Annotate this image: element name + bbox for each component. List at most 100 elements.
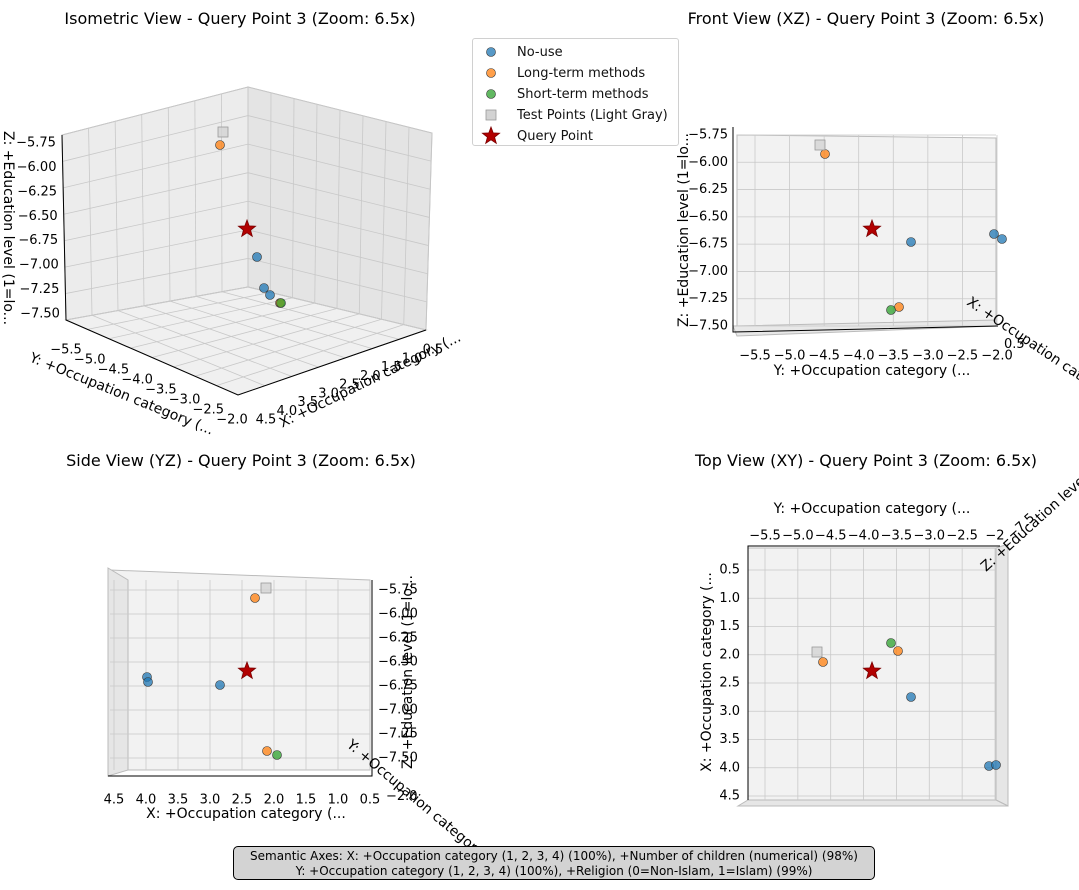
top-x-tick-0: 0.5: [719, 563, 740, 578]
side-back-pane: [109, 569, 371, 771]
legend-item-3: Test Points (Light Gray): [473, 105, 668, 125]
side-point-test-0: [260, 582, 272, 594]
front-x-tick-1: −5.0: [774, 349, 806, 364]
front-z-tick-1: −6.00: [688, 155, 728, 170]
iso-z-tick-0: −5.75: [16, 136, 56, 151]
iso-z-tick-3: −6.50: [18, 209, 58, 224]
legend-item-4: Query Point: [473, 125, 593, 145]
front-point-no-use-2: [997, 234, 1007, 244]
side-axes: [108, 580, 373, 777]
top-point-long-term-1: [893, 646, 903, 656]
front-z-tick-4: −6.75: [688, 237, 728, 252]
legend-marker-star-icon: [473, 125, 517, 145]
iso-z-tick-4: −6.75: [18, 233, 58, 248]
top-y-tick-1: −5.0: [782, 529, 814, 544]
side-z-tick-3: −6.50: [378, 655, 418, 670]
iso-z-tick-5: −7.00: [19, 258, 59, 273]
top-panel: Top View (XY) - Query Point 3 (Zoom: 6.5…: [694, 451, 1079, 807]
front-point-test-0: [814, 139, 826, 151]
front-x-tick-0: −5.5: [739, 349, 771, 364]
front-back-pane: [736, 134, 997, 333]
side-x-tick-3: 3.0: [200, 793, 221, 808]
iso-z-tick-6: −7.25: [20, 282, 60, 297]
iso-x-tick-0: 4.5: [256, 413, 277, 428]
top-y-tick-2: −4.5: [815, 529, 847, 544]
iso-y-tick-5: −3.0: [169, 393, 201, 408]
legend-marker-circle-icon: [473, 63, 517, 83]
side-grid: [110, 580, 371, 770]
top-point-no-use-0: [906, 692, 916, 702]
iso-z-tick-2: −6.25: [17, 184, 57, 199]
iso-point-short-term-0: [276, 298, 286, 308]
iso-point-query-0: [237, 218, 257, 238]
iso-z-tick-1: −6.00: [17, 160, 57, 175]
top-x-tick-2: 1.5: [719, 619, 740, 634]
front-point-query-0: [862, 218, 882, 238]
front-point-no-use-0: [906, 237, 916, 247]
legend: No-use Long-term methods Short-term method…: [472, 38, 679, 146]
iso-x-tick-7: 1.0: [402, 351, 423, 366]
front-z-tick-0: −5.75: [688, 128, 728, 143]
front-tick-labels: −5.5 −5.0 −4.5 −4.0 −3.5 −3.0 −2.5 −2.0 −5.75 −6.…: [688, 128, 1013, 364]
side-side-ticks: −2.0: [386, 789, 418, 804]
front-x-tick-4: −3.5: [877, 349, 909, 364]
isometric-title: Isometric View - Query Point 3 (Zoom: 6.…: [64, 9, 415, 28]
iso-point-no-use-2: [265, 290, 275, 300]
front-z-tick-6: −7.25: [688, 291, 728, 306]
legend-label: Query Point: [517, 128, 593, 144]
front-z-tick-3: −6.50: [688, 209, 728, 224]
top-bottom-pane: [736, 799, 1009, 807]
side-left-pane: [107, 567, 129, 777]
legend-label: Test Points (Light Gray): [517, 107, 668, 123]
side-z-tick-4: −6.75: [378, 679, 418, 694]
side-xlabel: X: +Occupation category (...: [146, 806, 346, 822]
iso-x-tick-5: 2.0: [360, 369, 381, 384]
side-ylabel: Z: +Education level (1=lo...: [400, 575, 416, 769]
top-point-test-0: [811, 646, 823, 658]
legend-marker-circle-icon: [473, 42, 517, 62]
iso-point-test-0: [217, 126, 229, 138]
side-tick-labels: 4.5 4.0 3.5 3.0 2.5 2.0 1.5 1.0 0.5 −5.75 −6.00 −6.…: [104, 583, 418, 808]
side-z-tick-2: −6.25: [378, 631, 418, 646]
front-x-tick-2: −4.5: [808, 349, 840, 364]
semantic-axes-caption: Semantic Axes: X: +Occupation category (…: [233, 846, 875, 880]
side-z-tick-7: −7.50: [378, 751, 418, 766]
iso-axes: [61, 134, 427, 396]
side-point-long-term-0: [250, 593, 260, 603]
iso-y-tick-7: −2.0: [216, 413, 248, 428]
front-point-no-use-1: [989, 229, 999, 239]
iso-y-tick-3: −4.0: [121, 373, 153, 388]
front-title: Front View (XZ) - Query Point 3 (Zoom: 6…: [688, 9, 1045, 28]
front-panel: Front View (XZ) - Query Point 3 (Zoom: 6…: [676, 9, 1079, 388]
iso-x-tick-3: 3.0: [318, 386, 339, 401]
legend-item-2: Short-term methods: [473, 84, 649, 104]
iso-y-tick-4: −3.5: [145, 383, 177, 398]
iso-grid: [61, 86, 433, 396]
top-x-tick-4: 2.5: [719, 676, 740, 691]
caption-line-1: Semantic Axes: X: +Occupation category (…: [250, 849, 858, 863]
top-point-long-term-0: [818, 657, 828, 667]
side-point-query-0: [237, 660, 257, 680]
top-x-tick-7: 4.0: [719, 760, 740, 775]
top-axes: [747, 545, 1000, 800]
side-point-no-use-0: [215, 680, 225, 690]
top-title: Top View (XY) - Query Point 3 (Zoom: 6.5…: [694, 451, 1037, 470]
iso-y-tick-0: −5.5: [50, 343, 82, 358]
legend-label: Short-term methods: [517, 86, 649, 102]
front-x-tick-5: −3.0: [912, 349, 944, 364]
top-y-tick-7: −2: [985, 529, 1004, 544]
front-axes: [732, 127, 999, 333]
top-y-tick-5: −3.0: [913, 529, 945, 544]
front-point-long-term-0: [820, 149, 830, 159]
side-z-tick-1: −6.00: [378, 607, 418, 622]
side-point-no-use-2: [143, 677, 153, 687]
top-xlabel: Y: +Occupation category (...: [773, 501, 971, 517]
front-x-tick-7: −2.0: [981, 349, 1013, 364]
iso-z-tick-7: −7.50: [20, 307, 60, 322]
front-z-tick-2: −6.25: [688, 182, 728, 197]
caption-line-2: Y: +Occupation category (1, 2, 3, 4) (10…: [295, 864, 813, 878]
iso-point-no-use-0: [252, 252, 262, 262]
top-y-tick-6: −2.5: [946, 529, 978, 544]
iso-tick-labels: −5.75 −6.00 −6.25 −6.50 −6.75 −7.00 −7.25 −7.50…: [16, 136, 443, 428]
